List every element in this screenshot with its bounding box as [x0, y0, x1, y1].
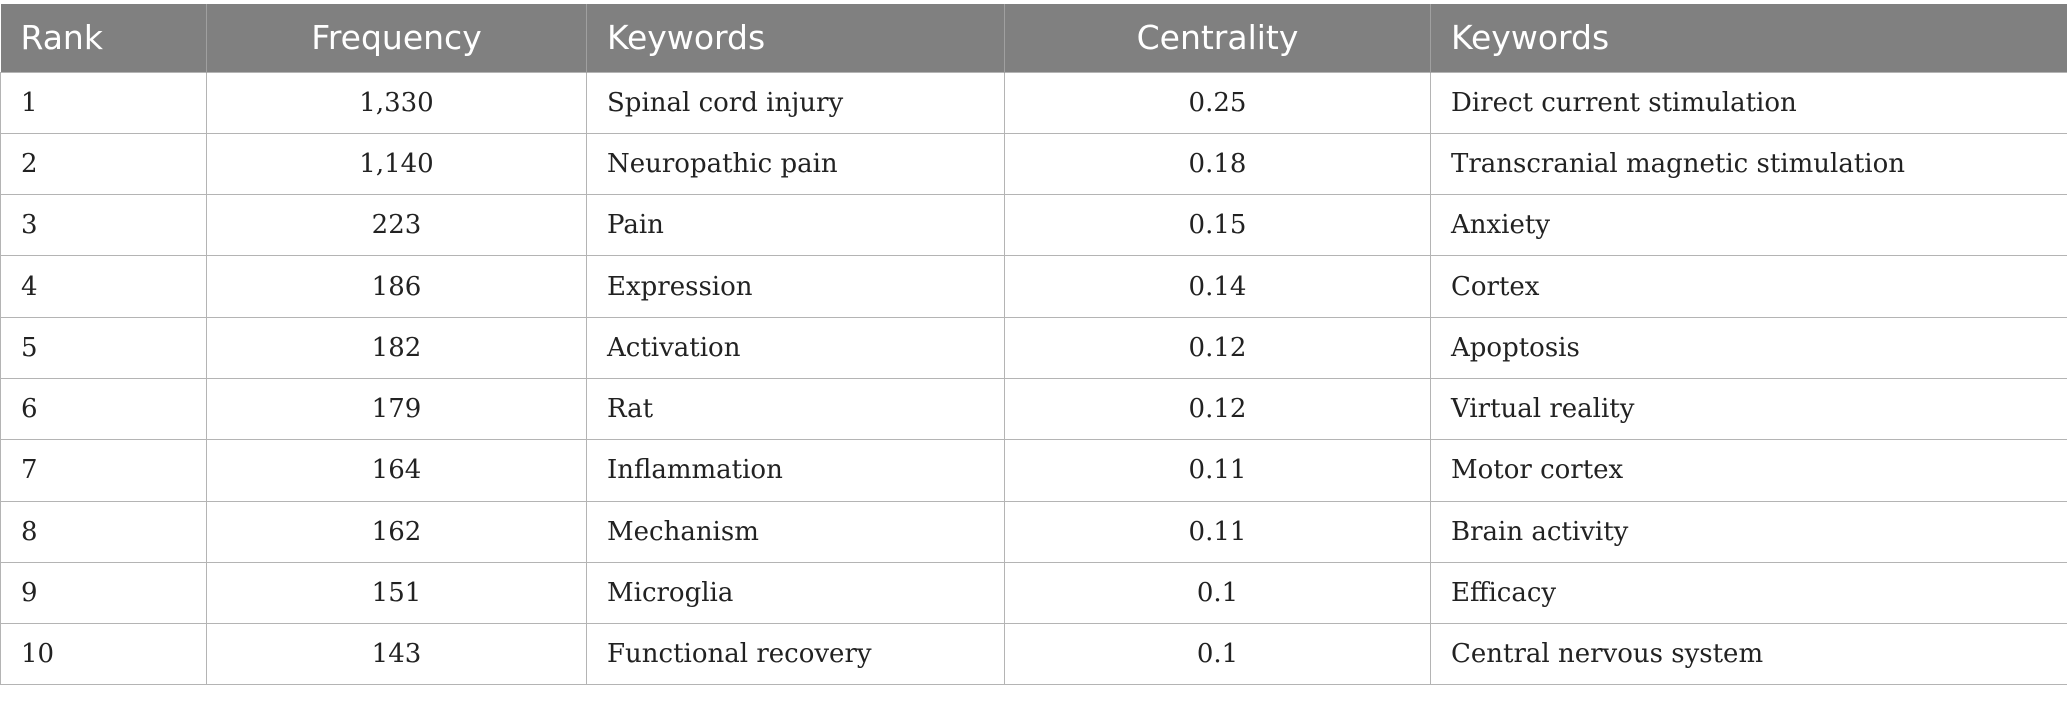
header-row: Rank Frequency Keywords Centrality Keywo…: [0, 4, 2067, 72]
cell-rank: 9: [0, 561, 207, 625]
cell-centrality: 0.15: [1004, 194, 1431, 257]
cell-keyword-centrality: Virtual reality: [1430, 377, 2067, 441]
cell-centrality: 0.12: [1004, 377, 1431, 441]
table-row: 8 162 Mechanism 0.11 Brain activity: [0, 500, 2067, 563]
cell-centrality: 0.11: [1004, 500, 1431, 563]
table-row: 4 186 Expression 0.14 Cortex: [0, 255, 2067, 318]
cell-frequency: 143: [206, 623, 587, 686]
table-row: 7 164 Inflammation 0.11 Motor cortex: [0, 439, 2067, 502]
cell-keyword-frequency: Spinal cord injury: [586, 71, 1005, 134]
table-row: 5 182 Activation 0.12 Apoptosis: [0, 316, 2067, 379]
cell-centrality: 0.25: [1004, 71, 1431, 134]
cell-rank: 6: [0, 377, 207, 441]
cell-centrality: 0.11: [1004, 439, 1431, 502]
table-row: 1 1,330 Spinal cord injury 0.25 Direct curre…: [0, 71, 2067, 134]
table-row: 2 1,140 Neuropathic pain 0.18 Transcranial m…: [0, 132, 2067, 196]
cell-frequency: 1,140: [206, 132, 587, 196]
table-row: 9 151 Microglia 0.1 Efficacy: [0, 561, 2067, 625]
cell-centrality: 0.12: [1004, 316, 1431, 379]
cell-frequency: 223: [206, 194, 587, 257]
header-keywords-centrality: Keywords: [1451, 18, 1610, 58]
table-row: 10 143 Functional recovery 0.1 Central nervo…: [0, 623, 2067, 686]
cell-frequency: 151: [206, 561, 587, 625]
cell-rank: 2: [0, 132, 207, 196]
cell-keyword-centrality: Motor cortex: [1430, 439, 2067, 502]
cell-frequency: 179: [206, 377, 587, 441]
cell-keyword-frequency: Neuropathic pain: [586, 132, 1005, 196]
cell-keyword-frequency: Expression: [586, 255, 1005, 318]
cell-keyword-frequency: Mechanism: [586, 500, 1005, 563]
table-header: Rank Frequency Keywords Centrality Keywo…: [0, 4, 2067, 72]
cell-rank: 1: [0, 71, 207, 134]
cell-frequency: 162: [206, 500, 587, 563]
cell-keyword-centrality: Transcranial magnetic stimulation: [1430, 132, 2067, 196]
table-row: 6 179 Rat 0.12 Virtual reality: [0, 377, 2067, 441]
table-row: 3 223 Pain 0.15 Anxiety: [0, 194, 2067, 257]
cell-rank: 4: [0, 255, 207, 318]
header-centrality: Centrality: [1004, 4, 1431, 72]
cell-keyword-frequency: Microglia: [586, 561, 1005, 625]
cell-keyword-centrality: Anxiety: [1430, 194, 2067, 257]
cell-keyword-centrality: Central nervous system: [1430, 623, 2067, 686]
cell-centrality: 0.14: [1004, 255, 1431, 318]
cell-keyword-centrality: Direct current stimulation: [1430, 71, 2067, 134]
table-body: 1 1,330 Spinal cord injury 0.25 Direct curre…: [0, 71, 2067, 686]
cell-frequency: 186: [206, 255, 587, 318]
cell-keyword-frequency: Rat: [586, 377, 1005, 441]
keywords-table: Rank Frequency Keywords Centrality Keywo…: [0, 4, 2067, 686]
cell-centrality: 0.1: [1004, 623, 1431, 686]
cell-keyword-centrality: Brain activity: [1430, 500, 2067, 563]
cell-keyword-frequency: Inflammation: [586, 439, 1005, 502]
cell-keyword-frequency: Activation: [586, 316, 1005, 379]
cell-centrality: 0.18: [1004, 132, 1431, 196]
cell-rank: 7: [0, 439, 207, 502]
cell-frequency: 182: [206, 316, 587, 379]
cell-keyword-frequency: Functional recovery: [586, 623, 1005, 686]
cell-keyword-centrality: Efficacy: [1430, 561, 2067, 625]
cell-frequency: 164: [206, 439, 587, 502]
cell-keyword-frequency: Pain: [586, 194, 1005, 257]
cell-rank: 5: [0, 316, 207, 379]
cell-centrality: 0.1: [1004, 561, 1431, 625]
cell-rank: 8: [0, 500, 207, 563]
cell-keyword-centrality: Cortex: [1430, 255, 2067, 318]
cell-rank: 3: [0, 194, 207, 257]
header-rank: Rank: [0, 4, 207, 72]
header-frequency: Frequency: [206, 4, 587, 72]
cell-frequency: 1,330: [206, 71, 587, 134]
header-keywords-frequency: Keywords: [586, 4, 1005, 72]
cell-rank: 10: [0, 623, 207, 686]
cell-keyword-centrality: Apoptosis: [1430, 316, 2067, 379]
